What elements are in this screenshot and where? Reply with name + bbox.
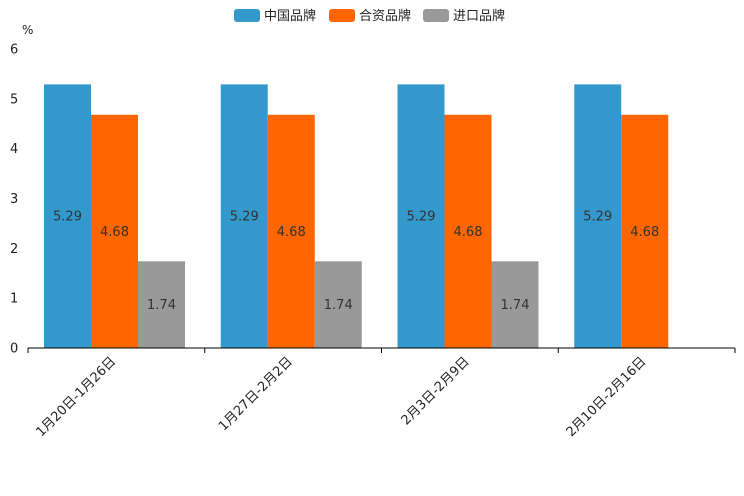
data-label: 4.68 (630, 225, 659, 240)
y-tick-label: 1 (10, 292, 18, 307)
data-label: 4.68 (100, 225, 129, 240)
data-label: 4.68 (277, 225, 306, 240)
data-label: 5.29 (230, 210, 259, 225)
x-tick-label: 1月20日-1月26日 (33, 354, 119, 440)
bars (44, 84, 669, 349)
bar-1-1 (267, 114, 315, 348)
legend-swatch (329, 9, 355, 22)
data-label: 1.74 (324, 298, 353, 313)
data-label: 4.68 (454, 225, 483, 240)
y-axis-unit: % (22, 23, 33, 37)
bar-1-0 (91, 114, 138, 348)
legend-label: 进口品牌 (453, 8, 505, 24)
y-tick-label: 5 (10, 92, 18, 107)
y-tick-label: 4 (10, 142, 18, 157)
x-axis: 1月20日-1月26日 1月27日-2月2日 2月3日-2月9日 2月10日-2月16… (27, 348, 736, 440)
bar-2-0 (138, 261, 185, 348)
data-labels: 5.29 4.68 1.74 5.29 4.68 1.74 5.29 4.68 1.74 5.29… (53, 210, 659, 313)
bar-1-2 (444, 114, 492, 348)
bar-2-1 (314, 261, 362, 348)
y-axis: 0 1 2 3 4 5 6 (10, 43, 18, 357)
bar-0-0 (44, 84, 91, 349)
legend-label: 中国品牌 (264, 8, 316, 24)
legend-label: 合资品牌 (359, 8, 411, 24)
x-tick-label: 1月27日-2月2日 (216, 354, 296, 434)
data-label: 5.29 (407, 210, 436, 225)
data-label: 1.74 (501, 298, 530, 313)
bar-2-2 (491, 261, 539, 348)
data-label: 5.29 (53, 210, 82, 225)
bar-0-1 (220, 84, 268, 349)
legend-swatch (234, 9, 260, 22)
x-tick-label: 2月10日-2月16日 (564, 354, 650, 440)
y-tick-label: 2 (10, 242, 18, 257)
legend-swatch (423, 9, 449, 22)
data-label: 5.29 (583, 210, 612, 225)
y-tick-label: 0 (10, 342, 18, 357)
y-tick-label: 6 (10, 43, 18, 58)
y-tick-label: 3 (10, 192, 18, 207)
legend: 中国品牌 合资品牌 进口品牌 (234, 8, 505, 24)
bar-0-3 (574, 84, 622, 349)
x-tick-label: 2月3日-2月9日 (399, 354, 473, 428)
data-label: 1.74 (147, 298, 176, 313)
bar-1-3 (621, 114, 669, 348)
bar-0-2 (397, 84, 445, 349)
